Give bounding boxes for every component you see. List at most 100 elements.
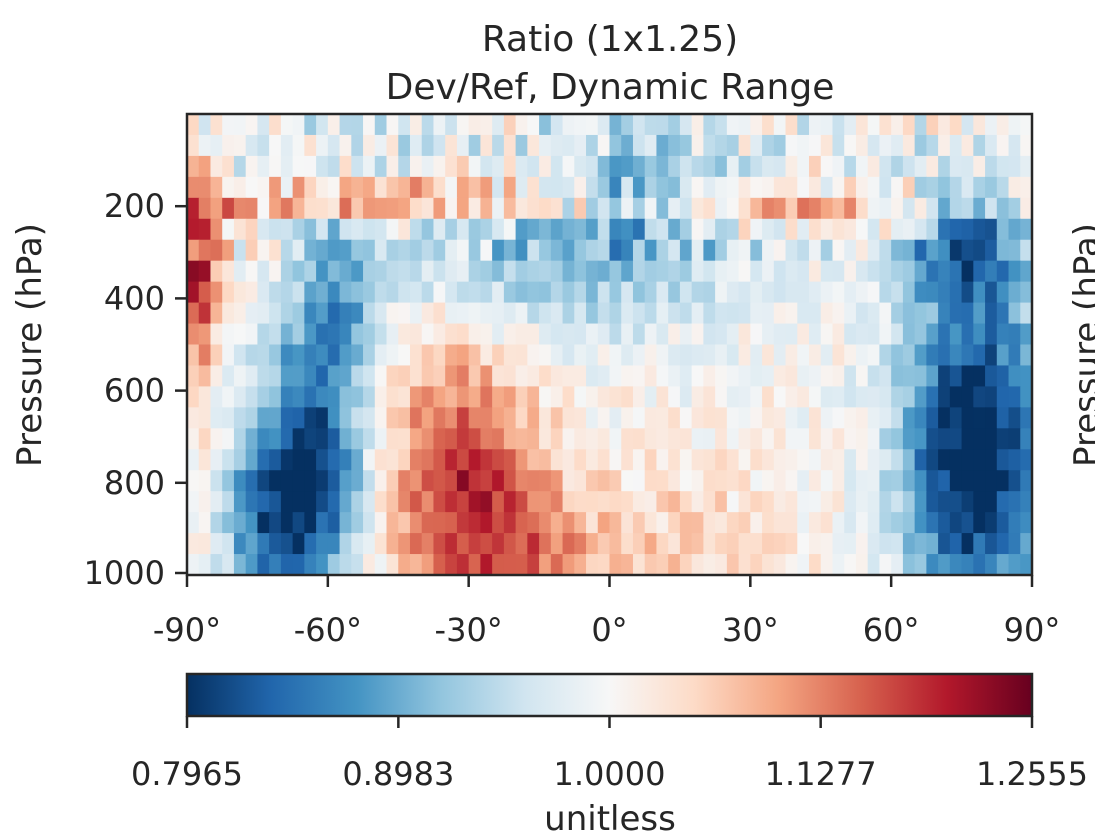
heatmap-cell (902, 114, 916, 136)
heatmap-cell (926, 176, 939, 199)
heatmap-cell (855, 134, 869, 157)
heatmap-cell (914, 365, 927, 387)
heatmap-cell (468, 218, 482, 241)
heatmap-cell (398, 407, 411, 429)
heatmap-cell (468, 365, 482, 387)
heatmap-cell (445, 533, 458, 555)
heatmap-cell (574, 470, 587, 492)
heatmap-cell (738, 281, 751, 304)
heatmap-cell (679, 449, 693, 471)
heatmap-cell (210, 533, 223, 555)
heatmap-cell (398, 449, 411, 471)
heatmap-cell (351, 155, 364, 178)
heatmap-cell (973, 197, 986, 220)
heatmap-cell (609, 281, 622, 304)
heatmap-cell (621, 470, 634, 492)
heatmap-cell (292, 114, 305, 136)
heatmap-cell (867, 176, 881, 199)
heatmap-cell (985, 176, 998, 199)
heatmap-cell (316, 428, 329, 450)
heatmap-cell (691, 407, 704, 429)
heatmap-cell (949, 365, 963, 387)
heatmap-cell (738, 470, 751, 492)
heatmap-cell (304, 323, 317, 346)
heatmap-cell (480, 176, 493, 199)
heatmap-cell (562, 176, 575, 199)
heatmap-cell (421, 114, 435, 136)
heatmap-cell (914, 344, 927, 367)
heatmap-cell (891, 176, 904, 199)
heatmap-cell (280, 155, 294, 178)
heatmap-cell (656, 302, 669, 325)
heatmap-cell (339, 197, 352, 220)
heatmap-cell (609, 365, 622, 387)
heatmap-cell (562, 155, 575, 178)
heatmap-cell (269, 365, 282, 387)
heatmap-cell (679, 239, 693, 262)
heatmap-cell (292, 386, 305, 408)
heatmap-cell (926, 386, 939, 408)
heatmap-cell (996, 176, 1010, 199)
heatmap-cell (527, 155, 540, 178)
heatmap-cell (421, 491, 435, 513)
heatmap-cell (245, 114, 259, 136)
heatmap-cell (644, 386, 658, 408)
heatmap-cell (832, 302, 845, 325)
heatmap-cell (527, 323, 540, 346)
heatmap-cell (879, 491, 892, 513)
heatmap-cell (621, 176, 634, 199)
heatmap-cell (233, 260, 247, 283)
heatmap-cell (609, 176, 622, 199)
heatmap-cell (503, 176, 517, 199)
heatmap-cell (762, 281, 775, 304)
heatmap-cell (691, 302, 704, 325)
heatmap-cell (820, 554, 834, 576)
heatmap-cell (926, 302, 939, 325)
heatmap-cell (515, 554, 528, 576)
heatmap-cell (480, 260, 493, 283)
heatmap-cell (750, 386, 763, 408)
heatmap-cell (539, 449, 552, 471)
heatmap-cell (351, 407, 364, 429)
heatmap-cell (386, 449, 399, 471)
heatmap-cell (820, 470, 834, 492)
heatmap-cell (715, 386, 728, 408)
heatmap-cell (363, 344, 376, 367)
heatmap-cell (1020, 323, 1033, 346)
heatmap-cell (715, 218, 728, 241)
heatmap-cell (433, 407, 446, 429)
heatmap-cell (269, 386, 282, 408)
heatmap-cell (785, 281, 798, 304)
heatmap-cell (656, 114, 669, 136)
heatmap-cell (222, 323, 235, 346)
heatmap-cell (398, 218, 411, 241)
heatmap-cell (456, 302, 470, 325)
heatmap-cell (539, 554, 552, 576)
heatmap-cell (773, 218, 787, 241)
heatmap-cell (468, 533, 482, 555)
heatmap-cell (503, 114, 517, 136)
heatmap-cell (668, 114, 681, 136)
heatmap-cell (773, 260, 787, 283)
heatmap-cell (433, 470, 446, 492)
heatmap-cell (339, 365, 352, 387)
heatmap-cell (280, 260, 294, 283)
heatmap-cell (902, 344, 916, 367)
heatmap-cell (996, 155, 1010, 178)
heatmap-cell (492, 114, 505, 136)
heatmap-cell (855, 512, 869, 534)
heatmap-cell (832, 428, 845, 450)
heatmap-cell (621, 197, 634, 220)
heatmap-cell (292, 470, 305, 492)
heatmap-cell (891, 323, 904, 346)
heatmap-cell (363, 533, 376, 555)
heatmap-cell (773, 554, 787, 576)
heatmap-cell (726, 407, 740, 429)
heatmap-cell (421, 323, 435, 346)
heatmap-cell (879, 428, 892, 450)
heatmap-cell (644, 155, 658, 178)
heatmap-cell (949, 470, 963, 492)
heatmap-cell (973, 365, 986, 387)
heatmap-cell (832, 365, 845, 387)
heatmap-cell (1008, 470, 1021, 492)
